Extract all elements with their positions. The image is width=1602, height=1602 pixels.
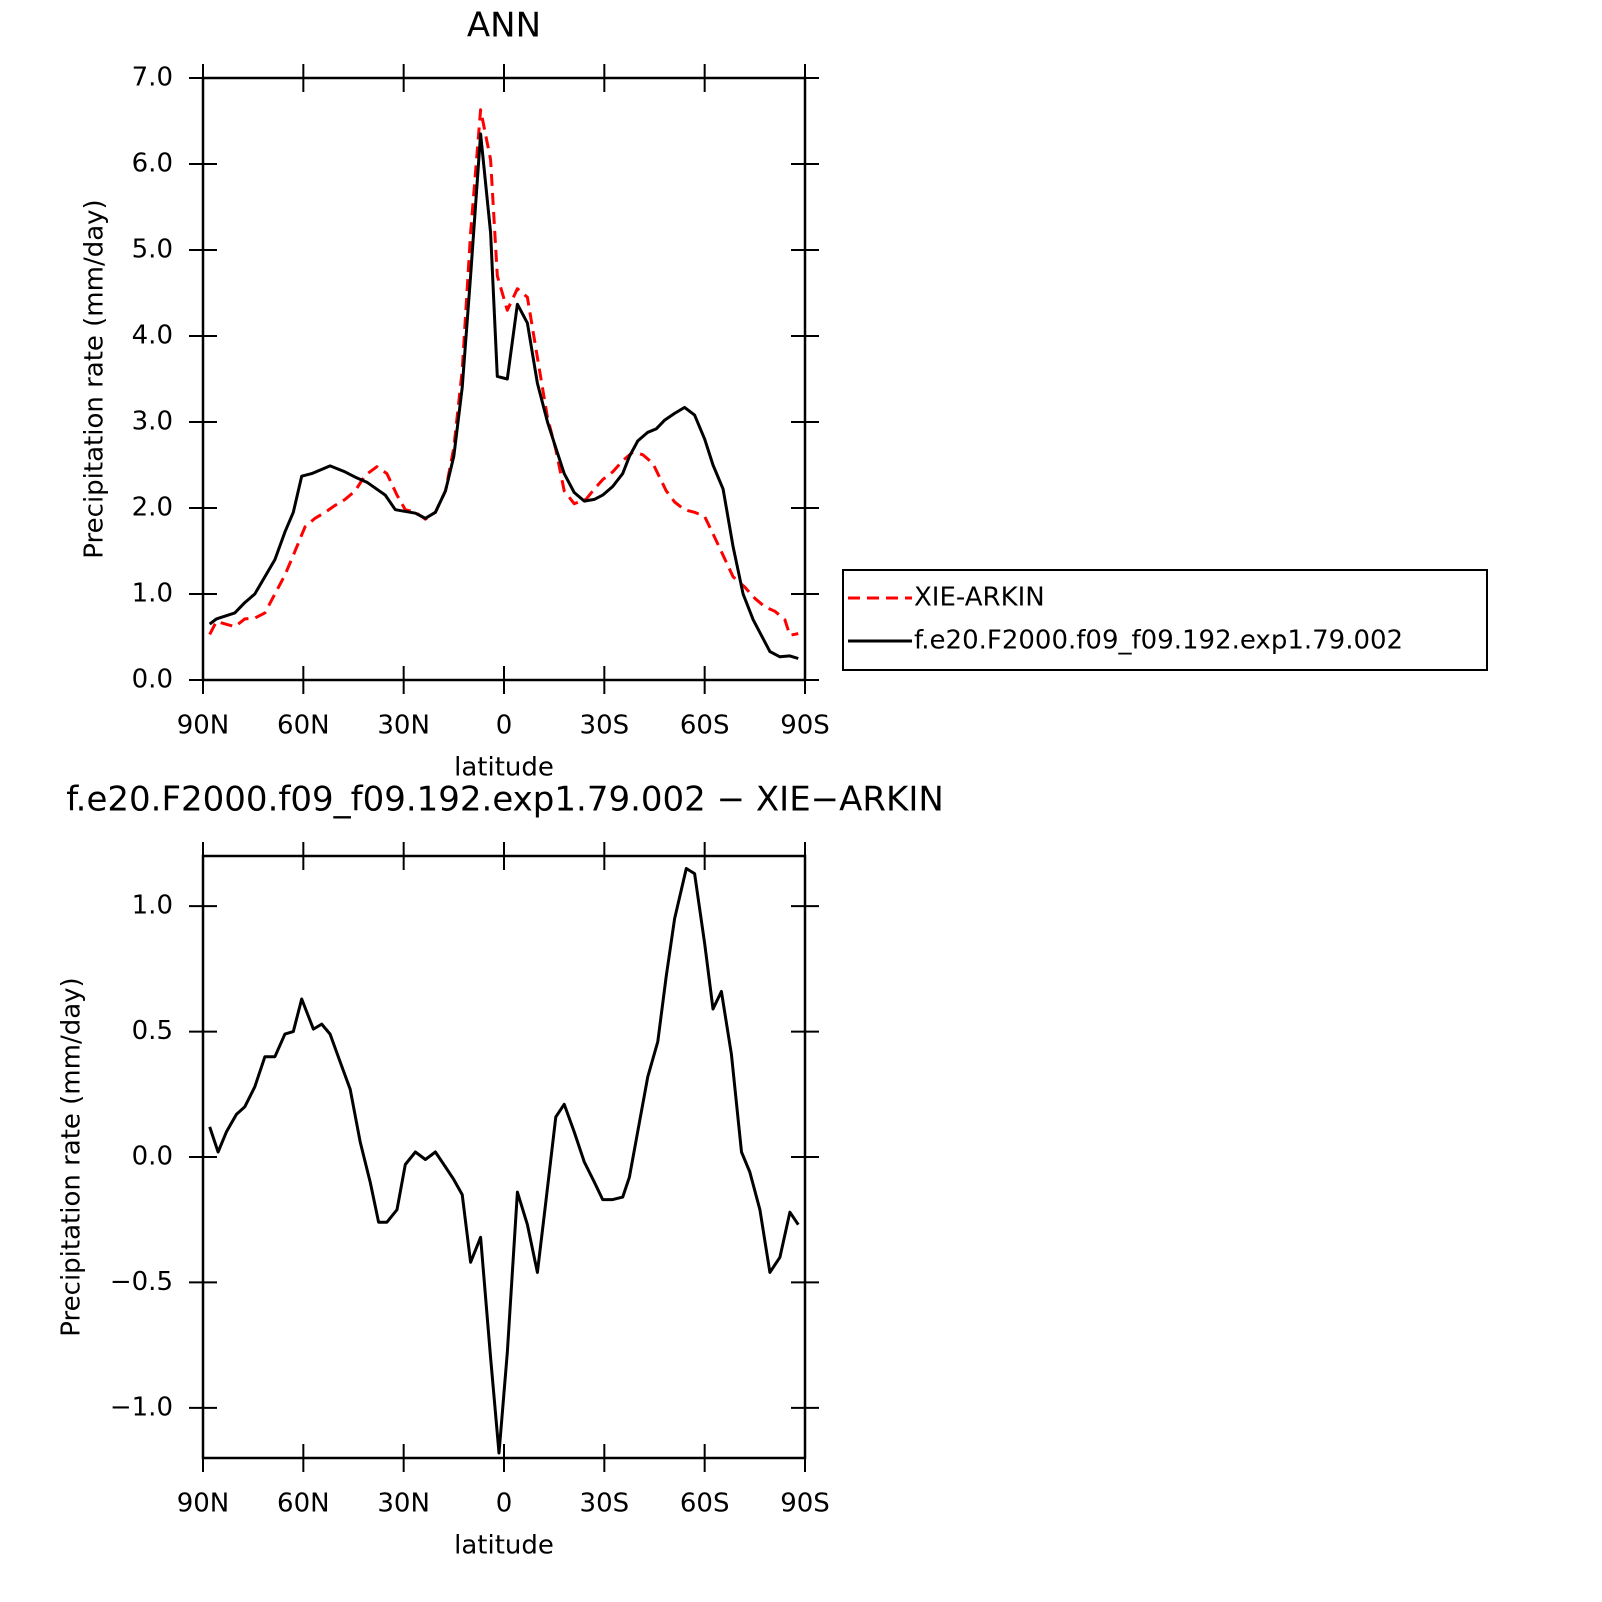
y-tick-label: 4.0 [132, 321, 173, 351]
y-tick-label: 3.0 [132, 407, 173, 437]
x-tick-label: 60S [680, 711, 730, 741]
x-axis-label: latitude [454, 1531, 554, 1561]
y-tick-label: 2.0 [132, 493, 173, 523]
chart-title: ANN [467, 6, 541, 46]
x-tick-label: 0 [496, 1489, 513, 1519]
legend-label: f.e20.F2000.f09_f09.192.exp1.79.002 [914, 626, 1403, 656]
series-line [208, 867, 800, 1455]
y-tick-label: 0.5 [132, 1016, 173, 1046]
x-tick-label: 60S [680, 1489, 730, 1519]
y-tick-label: 7.0 [132, 63, 173, 93]
x-tick-label: 90N [177, 711, 230, 741]
plot-frame [201, 854, 807, 1460]
x-tick-label: 90S [780, 1489, 830, 1519]
x-tick-label: 30S [580, 1489, 630, 1519]
legend-box [842, 569, 1488, 671]
legend-label: XIE-ARKIN [914, 583, 1045, 613]
y-tick-label: 6.0 [132, 149, 173, 179]
y-tick-label: 1.0 [132, 579, 173, 609]
plot-frame [201, 76, 807, 682]
chart-title: f.e20.F2000.f09_f09.192.exp1.79.002 − XI… [66, 780, 944, 820]
x-tick-label: 60N [277, 1489, 330, 1519]
y-tick-label: 5.0 [132, 235, 173, 265]
x-axis-label: latitude [454, 753, 554, 783]
x-tick-label: 30N [377, 1489, 430, 1519]
y-tick-label: 1.0 [132, 891, 173, 921]
y-tick-label: 0.0 [132, 1142, 173, 1172]
x-tick-label: 30N [377, 711, 430, 741]
y-axis-label: Precipitation rate (mm/day) [80, 199, 110, 558]
x-tick-label: 0 [496, 711, 513, 741]
x-tick-label: 90N [177, 1489, 230, 1519]
series-line [208, 132, 799, 660]
y-tick-label: −0.5 [110, 1267, 173, 1297]
y-tick-label: −1.0 [110, 1392, 173, 1422]
y-tick-label: 0.0 [132, 665, 173, 695]
series-line [208, 108, 799, 637]
x-tick-label: 90S [780, 711, 830, 741]
y-axis-label: Precipitation rate (mm/day) [57, 977, 87, 1336]
x-tick-label: 60N [277, 711, 330, 741]
x-tick-label: 30S [580, 711, 630, 741]
